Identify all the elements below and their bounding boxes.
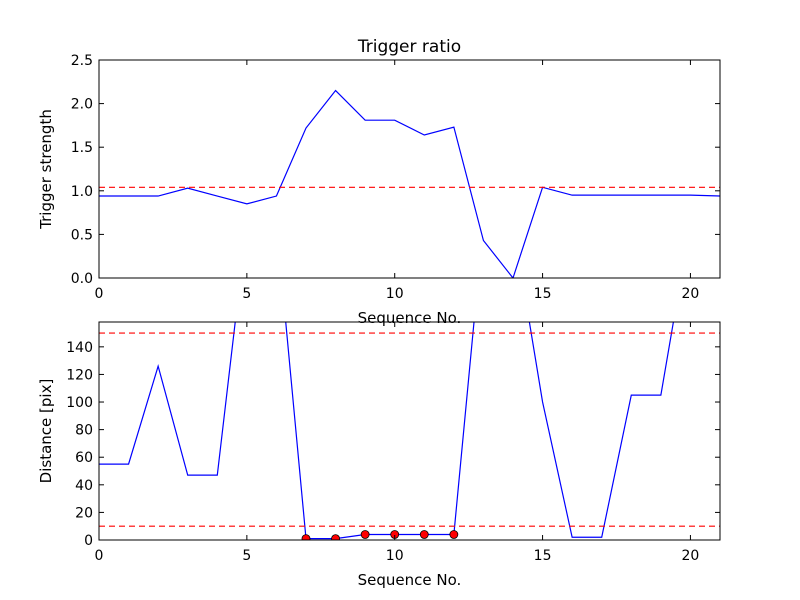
bottom-marker-point xyxy=(331,534,340,540)
top-x-tick-label: 5 xyxy=(242,286,251,302)
bottom-plot: 0 5 10 15 20 0 20 40 60 80 100 120 140 Sequence No. Di… xyxy=(37,321,721,589)
top-plot-area xyxy=(99,89,720,278)
bottom-x-tick-label: 20 xyxy=(682,548,700,564)
top-y-tick-label: 2.0 xyxy=(71,97,93,113)
bottom-axes-frame xyxy=(98,321,721,541)
bottom-y-tick-label: 140 xyxy=(66,340,93,356)
bottom-y-axis-label: Distance [pix] xyxy=(37,379,55,484)
top-y-tick-label: 0.5 xyxy=(71,227,93,243)
top-axes-frame xyxy=(98,59,721,279)
top-x-tick-label: 0 xyxy=(95,286,104,302)
top-x-tick-label: 15 xyxy=(534,286,552,302)
bottom-y-tick-label: 20 xyxy=(75,505,93,521)
top-y-tick-label: 1.5 xyxy=(71,140,93,156)
top-y-tick-label: 1.0 xyxy=(71,184,93,200)
bottom-y-tick-label: 100 xyxy=(66,395,93,411)
bottom-marker-point xyxy=(360,530,370,539)
top-y-axis-label: Trigger strength xyxy=(37,109,55,230)
bottom-y-tick-label: 80 xyxy=(75,423,93,439)
top-y-tick-label: 2.5 xyxy=(71,53,93,69)
bottom-y-tick-label: 60 xyxy=(75,450,93,466)
top-plot: 0 5 10 15 20 0.0 0.5 1.0 1.5 2.0 2.5 Sequence No. Tr… xyxy=(37,37,721,327)
bottom-y-tick-label: 0 xyxy=(84,533,93,549)
top-y-tick-label: 0.0 xyxy=(71,271,93,287)
top-chart-title: Trigger ratio xyxy=(357,37,461,57)
top-x-axis-label: Sequence No. xyxy=(358,309,462,327)
bottom-x-tick-label: 10 xyxy=(386,548,404,564)
bottom-plot-area xyxy=(99,322,675,540)
bottom-marker-point xyxy=(419,530,429,539)
top-x-tick-label: 20 xyxy=(682,286,700,302)
bottom-x-tick-label: 5 xyxy=(242,548,251,564)
bottom-marker-point xyxy=(301,534,311,540)
bottom-marker-point xyxy=(449,530,459,539)
bottom-y-tick-label: 40 xyxy=(75,478,93,494)
top-series-line xyxy=(99,89,720,278)
bottom-x-tick-label: 0 xyxy=(95,548,104,564)
bottom-series-line xyxy=(99,322,675,540)
top-x-tick-label: 10 xyxy=(386,286,404,302)
bottom-y-tick-label: 120 xyxy=(66,367,93,383)
bottom-x-tick-label: 15 xyxy=(534,548,552,564)
bottom-x-axis-label: Sequence No. xyxy=(358,571,462,589)
